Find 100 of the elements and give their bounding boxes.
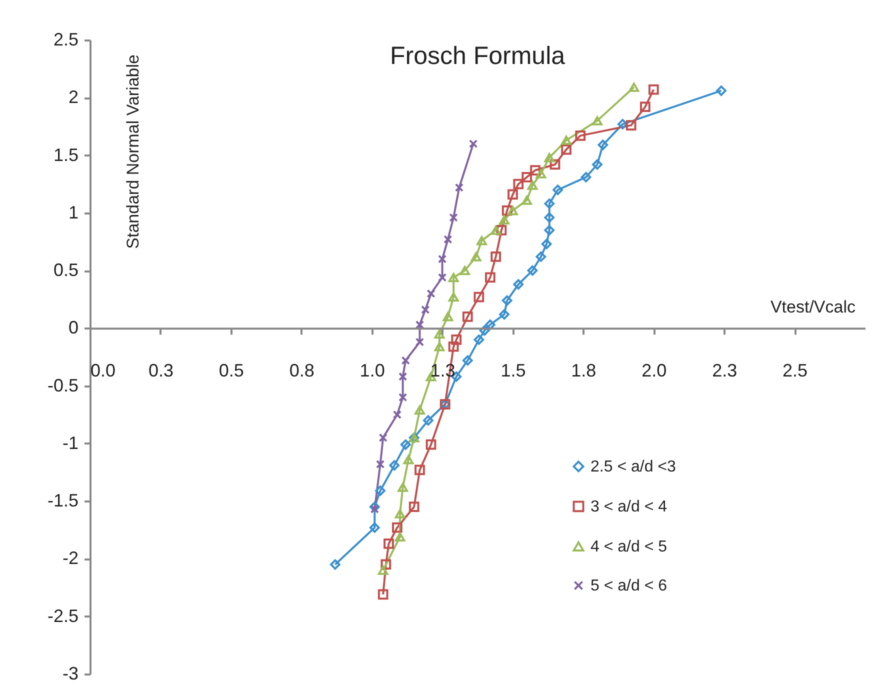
point: [421, 305, 430, 314]
point: [592, 159, 602, 170]
x-tick-label: 2.5: [782, 360, 808, 381]
point: [400, 439, 411, 450]
y-tick-label: 1.5: [53, 144, 78, 165]
point: [508, 206, 518, 216]
point: [376, 460, 385, 469]
point: [544, 198, 555, 209]
point: [414, 405, 425, 415]
point: [462, 311, 473, 322]
point: [522, 172, 532, 182]
point: [384, 538, 394, 549]
point: [370, 504, 379, 514]
point: [408, 502, 420, 512]
point: [426, 289, 436, 298]
point: [470, 252, 482, 262]
point: [398, 393, 408, 402]
y-axis-title: Standard Normal Variable: [124, 54, 142, 249]
point: [513, 279, 524, 290]
x-axis-title: Vtest/Vcalc: [770, 298, 856, 317]
point: [544, 225, 555, 236]
point: [462, 355, 473, 366]
y-tick-label: 0: [68, 318, 78, 338]
y-tick-label: -1.5: [47, 490, 78, 511]
point: [415, 338, 424, 346]
point: [423, 415, 434, 426]
point: [544, 212, 555, 223]
point: [398, 372, 408, 381]
point: [392, 410, 402, 419]
legend-label: 4 < a/d < 5: [590, 538, 668, 556]
point: [369, 522, 380, 533]
x-tick-label: 1.8: [571, 360, 596, 381]
point: [474, 292, 484, 302]
legend-label: 3 < a/d < 4: [590, 498, 668, 516]
point: [552, 184, 563, 196]
legend-label: 5 < a/d < 6: [590, 577, 668, 594]
point: [401, 356, 410, 365]
point: [513, 178, 524, 190]
y-tick-label: 2.5: [53, 30, 78, 50]
point: [502, 295, 512, 306]
point: [541, 238, 552, 250]
point: [575, 130, 586, 141]
point: [490, 226, 501, 235]
point: [508, 189, 518, 200]
point: [448, 341, 459, 352]
point: [530, 165, 540, 176]
point: [378, 433, 388, 442]
point: [485, 320, 496, 330]
point: [434, 342, 445, 352]
point: [375, 486, 386, 496]
point: [438, 254, 447, 264]
point: [442, 312, 454, 322]
x-tick-label: 0.8: [289, 360, 314, 381]
x-tick-label: 1.5: [500, 360, 526, 381]
y-tick-label: -2.5: [47, 606, 78, 626]
y-tick-label: -1: [62, 432, 78, 453]
point: [438, 273, 447, 282]
point: [628, 82, 640, 92]
point: [527, 180, 538, 190]
point: [426, 439, 436, 450]
point: [434, 329, 445, 339]
point: [527, 265, 538, 276]
point: [330, 559, 340, 570]
point: [392, 522, 402, 533]
point: [476, 236, 487, 246]
x-tick-label: 1.0: [360, 360, 385, 381]
point: [468, 139, 478, 148]
point: [592, 116, 602, 126]
point: [448, 292, 459, 302]
point: [449, 213, 458, 222]
y-tick-label: -3: [62, 664, 78, 684]
point: [580, 172, 592, 182]
point: [389, 460, 400, 471]
point: [444, 235, 452, 244]
y-tick-label: 1: [68, 202, 78, 222]
point: [490, 252, 501, 262]
point: [536, 252, 546, 262]
y-tick-label: 2: [68, 87, 78, 108]
point: [403, 454, 414, 464]
legend-label: 2.5 < a/d <3: [590, 458, 676, 476]
point: [536, 169, 546, 178]
point: [474, 334, 484, 345]
point: [640, 102, 650, 112]
point: [502, 205, 512, 216]
point: [626, 120, 636, 130]
x-tick-label: 2.0: [642, 360, 667, 381]
x-tick-label: 0.0: [90, 360, 116, 381]
point: [479, 325, 490, 336]
point: [499, 309, 510, 320]
point: [451, 334, 462, 345]
point: [369, 502, 380, 512]
x-tick-label: 0.3: [148, 360, 174, 381]
point: [561, 144, 572, 155]
y-tick-label: -0.5: [47, 375, 78, 396]
point: [648, 84, 659, 95]
point: [550, 159, 560, 170]
y-tick-label: -2: [62, 548, 78, 568]
point: [460, 266, 470, 276]
x-tick-label: 2.3: [712, 360, 738, 381]
point: [716, 86, 726, 96]
